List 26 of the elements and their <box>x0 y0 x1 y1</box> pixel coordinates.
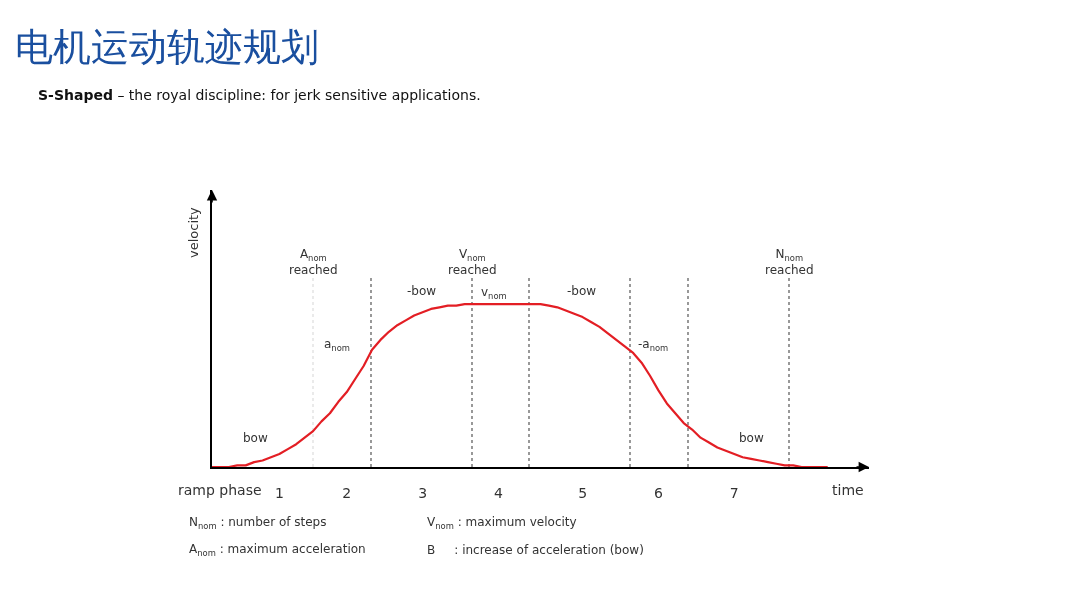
annotation: -a$_{nom}$ <box>638 337 669 353</box>
x-axis-title: time <box>832 482 864 498</box>
text: V$_{nom}$ : maximum velocity <box>427 515 577 531</box>
annotation: a$_{nom}$ <box>324 337 350 353</box>
text: A$_{nom}$ : maximum acceleration <box>189 542 366 558</box>
text: N$_{nom}$ : number of steps <box>189 515 327 531</box>
text: A$_{nom}$ reached <box>289 247 338 277</box>
y-axis-title: velocity <box>186 206 201 258</box>
text: ramp phase <box>178 482 262 498</box>
x-tick-label: 2 <box>342 484 352 501</box>
x-tick-label: 5 <box>578 484 588 501</box>
text: N$_{nom}$ reached <box>765 247 814 277</box>
text: v$_{nom}$ <box>481 285 507 301</box>
text: -bow <box>567 284 597 298</box>
annotation: bow <box>739 431 764 445</box>
x-tick-label: 3 <box>418 484 428 501</box>
annotation: bow <box>243 431 268 445</box>
text: V$_{nom}$ reached <box>448 247 497 277</box>
x-tick-label: 1 <box>274 484 284 501</box>
x-tick-label: 7 <box>729 484 739 501</box>
x-tick-label: 4 <box>493 484 503 501</box>
x-tick-label: 6 <box>653 484 663 501</box>
text: -bow <box>407 284 437 298</box>
chart-subtitle: S-Shaped – the royal discipline: for jerk sensitive applications. <box>38 87 481 103</box>
text: B : increase of acceleration (bow) <box>427 543 644 557</box>
chart-title: 电机运动轨迹规划 <box>15 25 319 70</box>
